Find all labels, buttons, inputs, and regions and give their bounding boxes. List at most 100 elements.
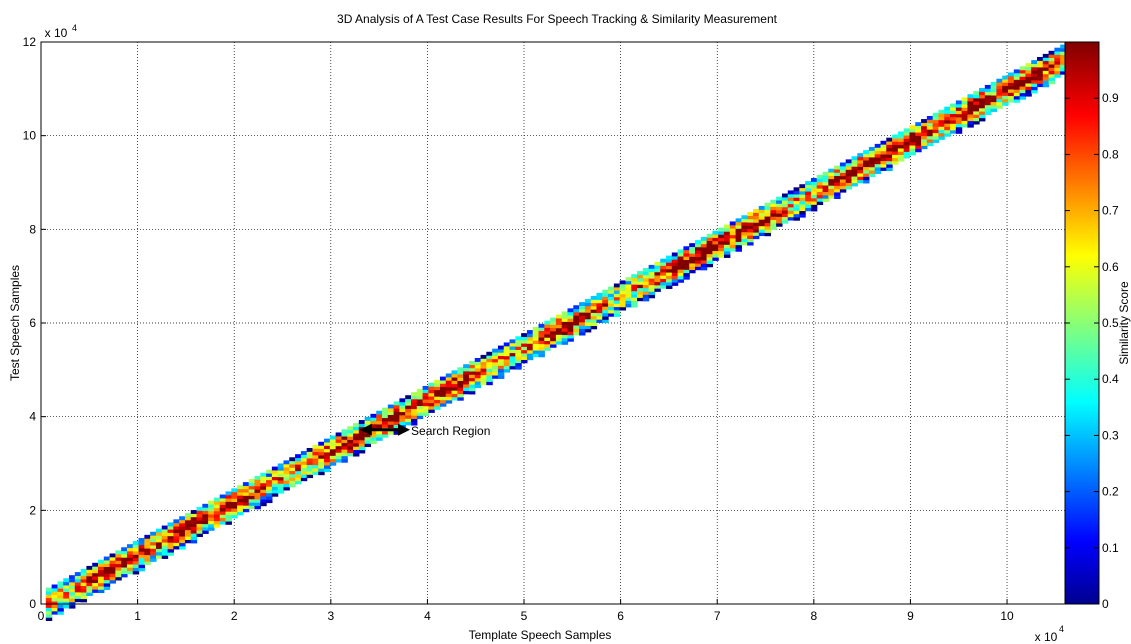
band-cell [248, 485, 256, 490]
band-cell [190, 539, 198, 544]
band-cell [173, 535, 180, 540]
band-cell [735, 231, 742, 236]
band-cell [961, 117, 969, 121]
band-cell [1008, 72, 1015, 77]
band-cell [828, 168, 835, 173]
band-cell [857, 156, 864, 161]
band-cell [1019, 89, 1026, 94]
band-cell [915, 135, 922, 140]
band-cell [63, 594, 70, 599]
band-cell [277, 479, 285, 484]
band-cell [573, 308, 580, 313]
band-cell [921, 128, 928, 133]
band-cell [132, 564, 140, 568]
band-cell [1008, 88, 1015, 93]
band-cell [1060, 64, 1067, 69]
band-cell [45, 604, 53, 608]
band-cell [544, 333, 551, 338]
band-cell [521, 342, 528, 347]
band-cell [138, 541, 145, 546]
band-cell [897, 144, 905, 149]
band-cell [561, 337, 569, 342]
band-cell [752, 228, 760, 233]
band-cell [405, 395, 412, 400]
band-cell [590, 309, 598, 313]
band-cell [295, 477, 302, 482]
band-cell [810, 184, 818, 189]
band-cell [550, 343, 557, 348]
colorbar-tick-label: 0.3 [1102, 428, 1119, 442]
band-cell [550, 324, 557, 329]
band-cell [932, 122, 940, 127]
band-cell [515, 362, 522, 367]
band-cell [538, 330, 545, 335]
band-cell [370, 433, 377, 438]
band-cell [654, 284, 661, 289]
band-cell [213, 507, 221, 512]
band-cell [787, 203, 795, 208]
band-cell [660, 268, 667, 273]
band-cell [950, 123, 957, 128]
band-cell [561, 334, 569, 339]
band-cell [805, 181, 812, 185]
band-cell [463, 374, 470, 378]
band-cell [567, 328, 574, 332]
band-cell [880, 167, 887, 171]
band-cell [1025, 76, 1032, 81]
band-cell [208, 517, 215, 521]
band-cell [248, 482, 256, 487]
band-cell [996, 101, 1003, 106]
band-cell [828, 171, 835, 176]
band-cell [544, 320, 551, 325]
band-cell [880, 140, 887, 145]
band-cell [1013, 92, 1021, 97]
band-cell [787, 190, 795, 195]
band-cell [990, 88, 998, 93]
band-cell [358, 449, 366, 454]
band-cell [161, 541, 169, 546]
band-cell [277, 489, 285, 494]
band-cell [660, 278, 667, 283]
band-cell [509, 365, 516, 370]
band-cell [1060, 70, 1067, 75]
band-cell [1031, 89, 1038, 94]
band-cell [764, 229, 771, 233]
band-cell [312, 454, 319, 459]
band-cell [625, 280, 632, 285]
band-cell [973, 104, 980, 109]
band-cell [683, 275, 690, 280]
band-cell [816, 174, 824, 179]
band-cell [735, 228, 742, 233]
band-cell [515, 342, 522, 347]
band-cell [492, 374, 499, 379]
band-cell [428, 389, 435, 394]
band-cell [776, 196, 783, 201]
band-cell [642, 290, 650, 295]
band-cell [990, 91, 998, 96]
band-cell [747, 225, 754, 230]
band-cell [97, 566, 105, 571]
band-cell [718, 240, 725, 245]
band-cell [97, 589, 105, 594]
band-cell [503, 355, 511, 360]
band-cell [805, 207, 812, 212]
band-cell [579, 305, 586, 310]
band-cell [921, 142, 928, 146]
band-cell [492, 365, 499, 369]
band-cell [190, 519, 198, 524]
band-cell [242, 495, 250, 500]
band-cell [382, 430, 389, 435]
band-cell [584, 299, 592, 303]
band-cell [434, 379, 441, 384]
band-cell [51, 594, 59, 599]
band-cell [996, 104, 1003, 109]
band-cell [144, 557, 151, 562]
colorbar-tick-label: 0.4 [1102, 372, 1119, 386]
band-cell [973, 120, 980, 125]
band-cell [353, 439, 360, 444]
band-cell [642, 297, 650, 302]
band-cell [741, 234, 748, 239]
band-cell [503, 342, 511, 347]
x-tick-label: 4 [424, 609, 431, 623]
